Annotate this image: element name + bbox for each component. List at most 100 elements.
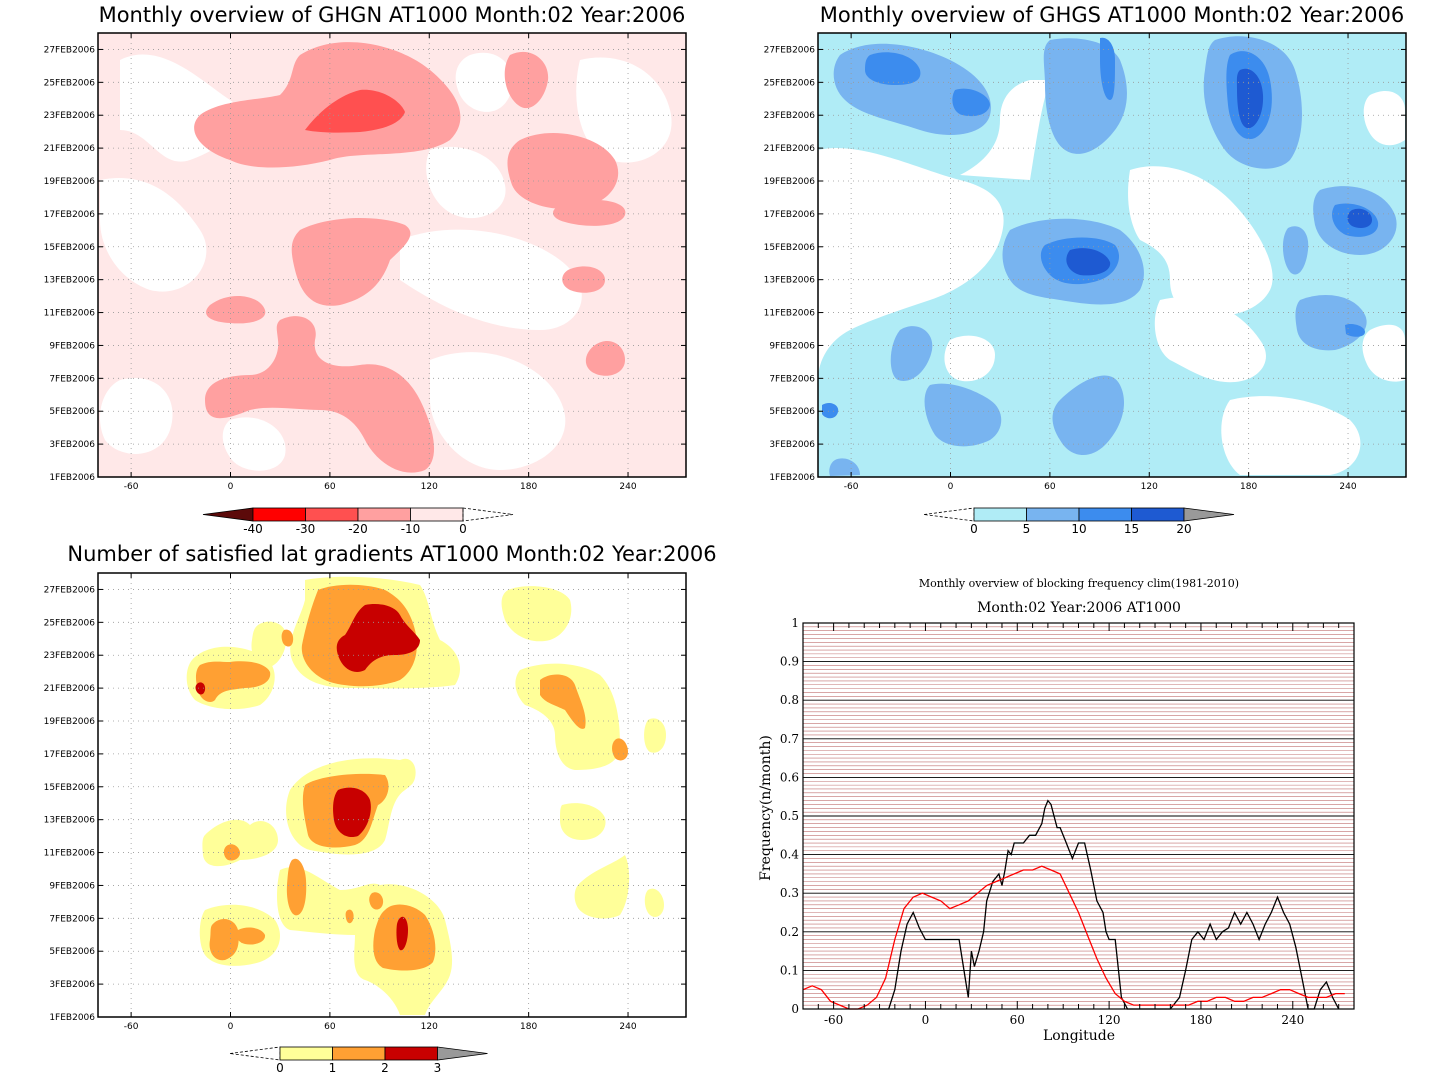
ghgn-level-minus10-zone xyxy=(291,218,411,306)
ghgs-x-tick-label: 240 xyxy=(1339,482,1356,492)
gradient-y-tick-label: 19FEB2006 xyxy=(44,717,96,727)
ghgs-colorbar-segment xyxy=(973,507,1027,522)
ghgs-y-tick-label: 1FEB2006 xyxy=(769,473,815,483)
ghgn-y-tick-label: 21FEB2006 xyxy=(44,144,96,154)
ghgs-level-10-zone xyxy=(1345,323,1365,337)
ghgn-x-tick-label: 240 xyxy=(619,482,636,492)
ghgn-y-tick-label: 5FEB2006 xyxy=(49,407,95,417)
ghgs-zero-zone xyxy=(944,335,995,382)
ghgn-colorbar-tick-label: -30 xyxy=(296,522,316,536)
ghgn-y-tick-label: 1FEB2006 xyxy=(49,473,95,483)
frequency-y-tick-label: 0.1 xyxy=(780,963,799,977)
ghgn-colorbar: -40 -30 -20 -10 0 xyxy=(202,507,514,536)
ghgn-level-minus10-zone xyxy=(553,199,626,226)
frequency-y-tick-label: 0 xyxy=(791,1002,799,1016)
ghgn-level-minus20-zone xyxy=(305,89,405,133)
ghgs-level-15-zone xyxy=(1236,68,1264,129)
gradient-colorbar-tick-label: 1 xyxy=(329,1061,337,1075)
frequency-x-tick-label: -60 xyxy=(824,1013,843,1027)
frequency-x-tick-label: 180 xyxy=(1189,1013,1212,1027)
ghgs-y-tick-label: 23FEB2006 xyxy=(764,111,816,121)
ghgs-zero-zone xyxy=(818,147,1004,380)
gradient-y-tick-label: 9FEB2006 xyxy=(49,881,95,891)
ghgn-y-tick-label: 13FEB2006 xyxy=(44,276,96,286)
gradient-level-0-zone xyxy=(202,819,278,867)
ghgs-y-tick-label: 19FEB2006 xyxy=(764,177,816,187)
ghgs-level-15-zone xyxy=(1066,248,1111,276)
frequency-axes: -60 0 60 120 180 240 0 0.1 0.2 0.3 0.4 0.5 0.6 0.7 0.8… xyxy=(780,616,1355,1027)
ghgn-colorbar-tick-label: -10 xyxy=(401,522,421,536)
frequency-x-tick-label: 120 xyxy=(1098,1013,1121,1027)
ghgs-colorbar-tick-label: 0 xyxy=(970,522,978,536)
frequency-series xyxy=(802,799,1345,1010)
ghgs-zero-zone xyxy=(1362,324,1405,382)
frequency-y-tick-label: 0.2 xyxy=(780,925,799,939)
ghgn-zero-zone xyxy=(100,178,207,292)
frequency-y-label: Frequency(n/month) xyxy=(758,735,774,881)
ghgn-frame xyxy=(97,32,687,478)
ghgn-field xyxy=(98,33,686,477)
gradient-y-tick-label: 23FEB2006 xyxy=(44,651,96,661)
ghgs-panel: Monthly overview of GHGS AT1000 Month:02… xyxy=(764,3,1407,536)
ghgn-colorbar-tick-label: -40 xyxy=(243,522,263,536)
gradient-y-tick-label: 5FEB2006 xyxy=(49,947,95,957)
frequency-y-tick-label: 0.6 xyxy=(780,770,799,784)
blocking-frequency-panel: Monthly overview of blocking frequency c… xyxy=(758,577,1355,1044)
gradient-axes: -60 0 60 120 180 240 1FEB2006 3FEB2006 5FEB2006 7… xyxy=(44,572,687,1032)
ghgs-y-tick-label: 3FEB2006 xyxy=(769,440,815,450)
gradient-level-2-zone xyxy=(396,916,408,951)
gradient-y-tick-label: 17FEB2006 xyxy=(44,750,96,760)
ghgn-colorbar-tick-label: -20 xyxy=(348,522,368,536)
ghgn-zero-zone xyxy=(100,378,173,454)
gradient-panel: Number of satisfied lat gradients AT1000… xyxy=(44,542,717,1075)
ghgs-colorbar-tick-label: 10 xyxy=(1071,522,1086,536)
ghgs-y-tick-label: 11FEB2006 xyxy=(764,309,816,319)
gradient-level-0-zone xyxy=(396,758,416,788)
ghgs-x-tick-label: 60 xyxy=(1044,482,1056,492)
frequency-y-tick-label: 0.3 xyxy=(780,886,799,900)
gradient-x-tick-label: 180 xyxy=(520,1022,537,1032)
ghgn-x-tick-label: 0 xyxy=(228,482,234,492)
ghgn-colorbar-segment xyxy=(252,507,306,522)
gradient-level-0-zone xyxy=(574,855,630,919)
gradient-level-2-zone xyxy=(195,682,206,695)
gradient-colorbar-segment xyxy=(332,1046,386,1061)
ghgs-colorbar-segment xyxy=(1131,507,1185,522)
ghgn-level-minus10-zone xyxy=(504,51,549,109)
ghgs-title: Monthly overview of GHGS AT1000 Month:02… xyxy=(820,3,1404,27)
gradient-level-1-zone xyxy=(281,629,294,647)
ghgn-y-tick-label: 25FEB2006 xyxy=(44,78,96,88)
ghgn-x-tick-label: -60 xyxy=(124,482,139,492)
ghgn-y-tick-label: 17FEB2006 xyxy=(44,210,96,220)
ghgs-level-10-zone xyxy=(952,88,990,117)
ghgs-level-10-zone xyxy=(822,402,839,419)
frequency-x-tick-label: 0 xyxy=(922,1013,930,1027)
ghgs-y-tick-label: 27FEB2006 xyxy=(764,45,816,55)
gradient-y-tick-label: 11FEB2006 xyxy=(44,849,96,859)
ghgn-colorbar-segment xyxy=(305,507,359,522)
ghgs-y-tick-label: 13FEB2006 xyxy=(764,276,816,286)
ghgn-y-tick-label: 27FEB2006 xyxy=(44,45,96,55)
gradient-x-tick-label: 0 xyxy=(228,1022,234,1032)
ghgs-x-tick-label: -60 xyxy=(844,482,859,492)
ghgn-level-minus10-zone xyxy=(206,295,266,324)
ghgn-level-minus10-zone xyxy=(507,132,619,209)
gradient-level-1-zone xyxy=(612,738,628,761)
ghgn-colorbar-low-arrow xyxy=(202,507,254,522)
climatology-line xyxy=(802,865,1345,1010)
ghgs-zero-zone xyxy=(1154,297,1266,383)
ghgs-frame xyxy=(817,32,1407,478)
frequency-y-tick-label: 0.9 xyxy=(780,655,799,669)
ghgn-x-tick-label: 60 xyxy=(324,482,336,492)
gradient-level-1-zone xyxy=(286,858,307,916)
ghgn-x-tick-label: 180 xyxy=(520,482,537,492)
gradient-colorbar-tick-label: 0 xyxy=(276,1061,284,1075)
ghgs-level-5-zone xyxy=(1282,226,1309,275)
frequency-subtitle: Month:02 Year:2006 AT1000 xyxy=(977,600,1181,616)
gradient-colorbar-high-arrow xyxy=(437,1046,488,1061)
ghgs-y-tick-label: 9FEB2006 xyxy=(769,341,815,351)
frequency-y-tick-label: 1 xyxy=(791,616,799,630)
ghgs-colorbar-segment xyxy=(1078,507,1132,522)
ghgs-y-tick-label: 5FEB2006 xyxy=(769,407,815,417)
gradient-level-1-zone xyxy=(345,909,354,924)
